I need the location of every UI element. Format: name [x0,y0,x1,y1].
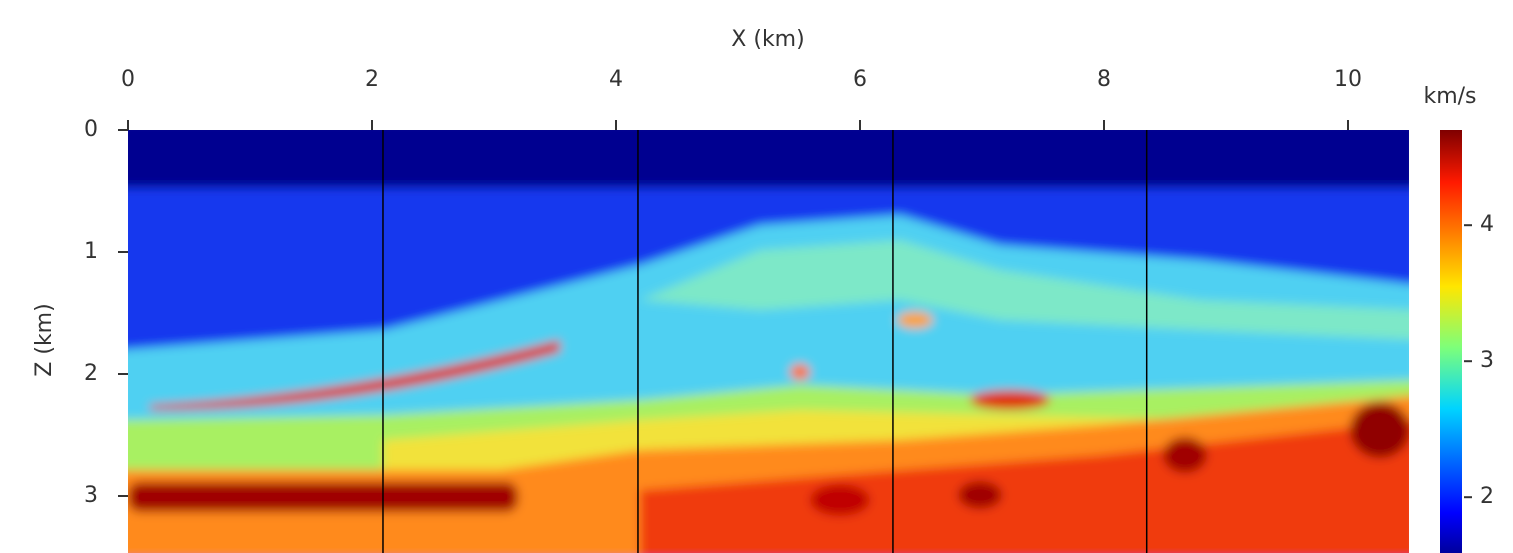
y-tick-label: 0 [84,117,98,142]
x-tick-label: 0 [121,67,135,92]
chart: X (km) Z (km) km/s 0 2 4 6 8 10 0 1 2 3 2 3 4 [0,0,1513,553]
colorbar-title: km/s [1423,84,1476,109]
colorbar-tick-label: 4 [1480,212,1494,237]
x-axis-title: X (km) [731,27,804,52]
x-tick-label: 8 [1097,67,1111,92]
y-tick-label: 3 [84,483,98,508]
colorbar [1440,130,1462,553]
x-tick-label: 10 [1334,67,1362,92]
velocity-field [118,120,1418,553]
x-tick-label: 2 [365,67,379,92]
y-tick-label: 2 [84,361,98,386]
page: X (km) Z (km) km/s 02468100123234 (() =>… [0,0,1513,553]
x-tick-label: 4 [609,67,623,92]
y-tick-label: 1 [84,239,98,264]
y-axis-title: Z (km) [32,303,57,376]
colorbar-tick-label: 3 [1480,348,1494,373]
colorbar-tick-label: 2 [1480,484,1494,509]
x-tick-label: 6 [853,67,867,92]
